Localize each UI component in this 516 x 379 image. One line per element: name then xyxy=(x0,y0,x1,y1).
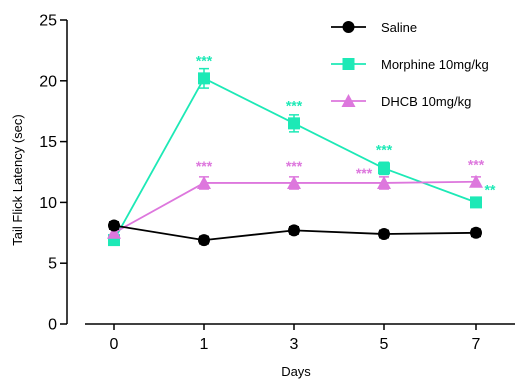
y-tick-label: 10 xyxy=(39,195,57,212)
significance-label: *** xyxy=(196,52,213,68)
data-point xyxy=(198,72,210,85)
data-point xyxy=(378,228,390,241)
data-point xyxy=(107,225,121,239)
x-axis-label: Days xyxy=(281,364,311,379)
series-saline xyxy=(108,219,482,247)
data-point xyxy=(377,175,391,189)
significance-label: *** xyxy=(376,141,393,157)
y-tick-label: 5 xyxy=(48,256,57,273)
legend-marker xyxy=(342,58,355,70)
data-point xyxy=(470,196,482,209)
y-tick-label: 25 xyxy=(39,13,57,30)
significance-label: *** xyxy=(286,97,303,113)
series-dhcb-10mg-kg: *** *** *** *** xyxy=(107,157,485,239)
data-point xyxy=(197,175,211,189)
series-morphine-10mg-kg: *********** xyxy=(108,52,496,247)
x-tick-label: 1 xyxy=(200,336,209,353)
x-tick-label: 7 xyxy=(472,336,481,353)
legend-label: Morphine 10mg/kg xyxy=(381,57,489,72)
legend: Saline Morphine 10mg/kg DHCB 10mg/kg xyxy=(331,20,489,109)
y-tick-label: 15 xyxy=(39,134,57,151)
x-tick-label: 3 xyxy=(290,336,299,353)
x-tick-label: 0 xyxy=(110,336,119,353)
data-point xyxy=(287,175,301,189)
legend-marker xyxy=(342,21,355,33)
series-layer: ************** *** ****** xyxy=(107,52,496,247)
significance-label: *** xyxy=(196,158,213,174)
axes: 0 5 10 15 20 25 0 1 3 5 7 xyxy=(39,13,515,353)
data-point xyxy=(288,117,300,130)
y-tick-label: 20 xyxy=(39,73,57,90)
data-point xyxy=(470,226,482,239)
legend-label: Saline xyxy=(381,20,417,35)
data-point xyxy=(378,162,390,175)
legend-label: DHCB 10mg/kg xyxy=(381,94,471,109)
y-tick-label: 0 xyxy=(48,317,57,334)
significance-label: *** xyxy=(356,165,373,181)
significance-label: *** xyxy=(468,157,485,173)
legend-marker xyxy=(341,94,356,107)
y-axis-label: Tail Flick Latency (sec) xyxy=(10,114,25,245)
x-tick-label: 5 xyxy=(380,336,389,353)
significance-label: ** xyxy=(485,181,496,197)
data-point xyxy=(198,234,210,247)
data-point xyxy=(108,219,120,232)
data-point xyxy=(288,224,300,237)
data-point xyxy=(469,174,483,188)
significance-label: *** xyxy=(286,158,303,174)
